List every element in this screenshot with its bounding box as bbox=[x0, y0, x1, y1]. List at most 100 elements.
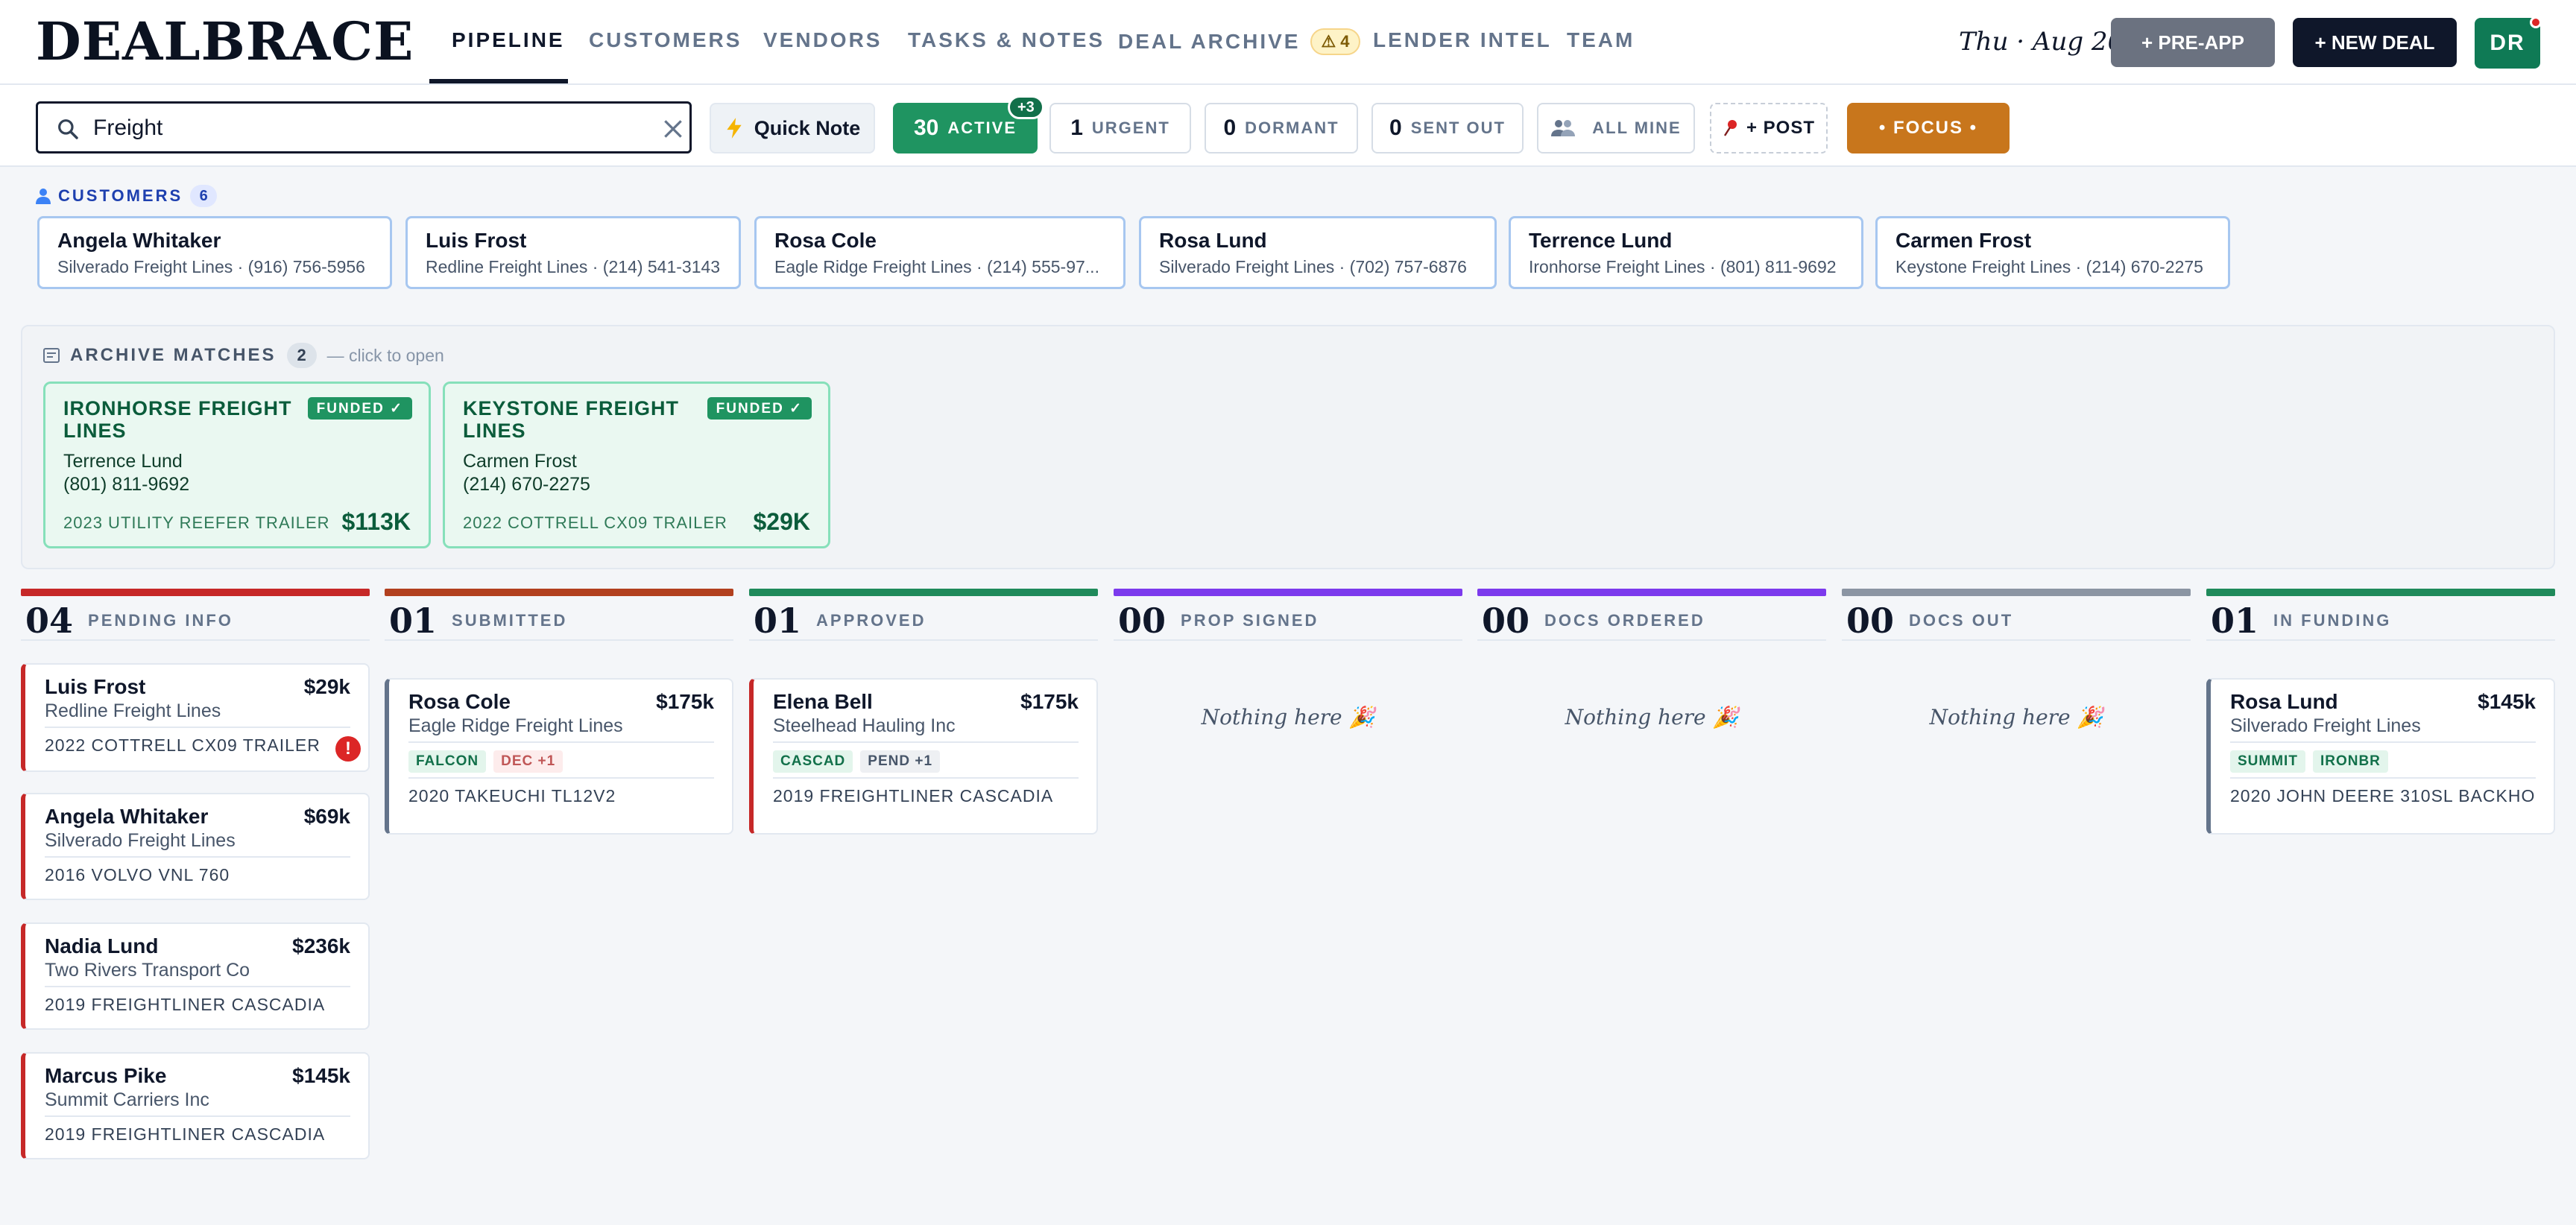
deal-card[interactable]: Rosa Lund $145k Silverado Freight Lines S… bbox=[2206, 678, 2555, 835]
column-header: 00 DOCS OUT bbox=[1842, 596, 2191, 641]
column-color-bar bbox=[21, 589, 370, 596]
deal-card[interactable]: Luis Frost $29k Redline Freight Lines 202… bbox=[21, 663, 370, 772]
search-box[interactable] bbox=[36, 101, 692, 153]
deal-company: Steelhead Hauling Inc bbox=[773, 715, 956, 736]
customer-details: Silverado Freight Lines · (916) 756-5956 bbox=[57, 257, 365, 276]
column-name: IN FUNDING bbox=[2273, 611, 2392, 630]
lender-tag: FALCON bbox=[408, 750, 487, 773]
active-count: 30 bbox=[913, 115, 939, 140]
customer-details: Silverado Freight Lines · (702) 757-6876 bbox=[1159, 257, 1467, 276]
column-in-funding: 01 IN FUNDING Rosa Lund $145k Silverado F… bbox=[2206, 589, 2555, 835]
deal-name: Rosa Lund bbox=[2230, 690, 2338, 713]
deal-card[interactable]: Angela Whitaker $69k Silverado Freight Li… bbox=[21, 793, 370, 900]
nav-lender-intel[interactable]: LENDER INTEL bbox=[1373, 28, 1552, 51]
archive-card[interactable]: IRONHORSE FREIGHT LINES FUNDED ✓ Terrenc… bbox=[43, 382, 431, 548]
archive-phone: (801) 811-9692 bbox=[63, 474, 190, 495]
post-label: + POST bbox=[1746, 118, 1816, 138]
customers-header: CUSTOMERS 6 bbox=[36, 185, 218, 207]
column-name: PENDING INFO bbox=[88, 611, 233, 630]
column-approved: 01 APPROVED Elena Bell $175k Steelhead Ha… bbox=[749, 589, 1098, 835]
column-name: PROP SIGNED bbox=[1181, 611, 1319, 630]
lender-tag: SUMMIT bbox=[2230, 750, 2305, 773]
archive-equipment: 2023 UTILITY REEFER TRAILER bbox=[63, 513, 330, 532]
new-deal-button[interactable]: + NEW DEAL bbox=[2293, 18, 2457, 67]
nav-tasks-notes[interactable]: TASKS & NOTES bbox=[908, 28, 1105, 51]
nav-deal-archive-label: DEAL ARCHIVE bbox=[1118, 30, 1301, 53]
deal-name: Rosa Cole bbox=[408, 690, 511, 713]
urgent-label: URGENT bbox=[1091, 118, 1170, 137]
pre-app-button[interactable]: + PRE-APP bbox=[2111, 18, 2275, 67]
filter-all-mine[interactable]: ALL MINE bbox=[1537, 103, 1695, 153]
alert-icon[interactable]: ! bbox=[335, 736, 361, 762]
customer-card[interactable]: Angela Whitaker Silverado Freight Lines … bbox=[37, 216, 392, 289]
divider bbox=[2230, 777, 2536, 779]
archive-count: 2 bbox=[286, 343, 317, 368]
deal-equipment: 2019 FREIGHTLINER CASCADIA bbox=[45, 1124, 326, 1144]
deal-card[interactable]: Rosa Cole $175k Eagle Ridge Freight Lines… bbox=[385, 678, 733, 835]
user-avatar[interactable]: DR bbox=[2475, 18, 2540, 69]
customer-card[interactable]: Carmen Frost Keystone Freight Lines · (2… bbox=[1875, 216, 2230, 289]
deal-equipment: 2020 TAKEUCHI TL12V2 bbox=[408, 786, 616, 805]
nav-customers[interactable]: CUSTOMERS bbox=[589, 28, 742, 51]
divider bbox=[408, 777, 714, 779]
nav-pipeline[interactable]: PIPELINE bbox=[452, 28, 565, 51]
deal-company: Summit Carriers Inc bbox=[45, 1089, 209, 1110]
customer-card[interactable]: Rosa Cole Eagle Ridge Freight Lines · (2… bbox=[754, 216, 1126, 289]
pushpin-icon bbox=[1723, 120, 1737, 136]
deal-amount: $175k bbox=[656, 690, 714, 713]
customer-card[interactable]: Terrence Lund Ironhorse Freight Lines · … bbox=[1509, 216, 1863, 289]
deal-equipment: 2019 FREIGHTLINER CASCADIA bbox=[45, 995, 326, 1014]
lender-tag: CASCAD bbox=[773, 750, 853, 773]
column-count: 04 bbox=[25, 601, 74, 641]
deal-name: Marcus Pike bbox=[45, 1064, 167, 1087]
deal-company: Redline Freight Lines bbox=[45, 700, 221, 721]
customer-details: Eagle Ridge Freight Lines · (214) 555-97… bbox=[774, 257, 1099, 276]
lender-tag: IRONBR bbox=[2312, 750, 2388, 773]
lender-tags: SUMMIT IRONBR bbox=[2230, 750, 2536, 773]
filter-dormant[interactable]: 0 DORMANT bbox=[1205, 103, 1358, 153]
customer-card[interactable]: Luis Frost Redline Freight Lines · (214)… bbox=[405, 216, 741, 289]
customer-name: Rosa Lund bbox=[1159, 229, 1267, 252]
nav-vendors[interactable]: VENDORS bbox=[763, 28, 883, 51]
nav-team[interactable]: TEAM bbox=[1567, 28, 1635, 51]
sent-label: SENT OUT bbox=[1410, 118, 1506, 137]
archive-contact: Carmen Frost bbox=[463, 451, 577, 472]
quick-note-button[interactable]: Quick Note bbox=[710, 103, 875, 153]
filter-sent-out[interactable]: 0 SENT OUT bbox=[1371, 103, 1524, 153]
column-submitted: 01 SUBMITTED Rosa Cole $175k Eagle Ridge … bbox=[385, 589, 733, 835]
deal-amount: $29k bbox=[303, 675, 350, 698]
filter-urgent[interactable]: 1 URGENT bbox=[1049, 103, 1191, 153]
lender-tag: PEND +1 bbox=[860, 750, 941, 773]
filter-active[interactable]: 30 ACTIVE bbox=[893, 103, 1038, 153]
post-button[interactable]: + POST bbox=[1710, 103, 1828, 153]
person-icon bbox=[36, 189, 51, 204]
divider bbox=[45, 727, 350, 728]
lender-tags: CASCAD PEND +1 bbox=[773, 750, 1079, 773]
customer-details: Keystone Freight Lines · (214) 670-2275 bbox=[1895, 257, 2203, 276]
deal-card[interactable]: Marcus Pike $145k Summit Carriers Inc 201… bbox=[21, 1052, 370, 1159]
deal-equipment: 2022 COTTRELL CX09 TRAILER bbox=[45, 735, 321, 755]
focus-button[interactable]: • FOCUS • bbox=[1847, 103, 2010, 153]
lightning-icon bbox=[727, 118, 742, 139]
column-color-bar bbox=[1842, 589, 2191, 596]
deal-amount: $69k bbox=[303, 805, 350, 828]
lender-tags: FALCON DEC +1 bbox=[408, 750, 714, 773]
app-logo[interactable]: DEALBRACE bbox=[36, 10, 414, 72]
column-docs-out: 00 DOCS OUT Nothing here 🎉 bbox=[1842, 589, 2191, 729]
urgent-count: 1 bbox=[1070, 115, 1083, 140]
divider bbox=[773, 741, 1079, 743]
search-input[interactable] bbox=[93, 111, 615, 145]
deal-card[interactable]: Nadia Lund $236k Two Rivers Transport Co … bbox=[21, 922, 370, 1030]
archive-card[interactable]: KEYSTONE FREIGHT LINES FUNDED ✓ Carmen F… bbox=[443, 382, 830, 548]
column-color-bar bbox=[1114, 589, 1462, 596]
empty-state: Nothing here 🎉 bbox=[1929, 705, 2103, 729]
archive-phone: (214) 670-2275 bbox=[463, 474, 590, 495]
divider bbox=[45, 856, 350, 858]
customer-card[interactable]: Rosa Lund Silverado Freight Lines · (702… bbox=[1139, 216, 1497, 289]
empty-state: Nothing here 🎉 bbox=[1565, 705, 1739, 729]
archive-header: ARCHIVE MATCHES 2 — click to open bbox=[43, 343, 444, 368]
archive-amount: $29K bbox=[753, 508, 811, 535]
clear-search-icon[interactable] bbox=[661, 117, 685, 141]
deal-card[interactable]: Elena Bell $175k Steelhead Hauling Inc CA… bbox=[749, 678, 1098, 835]
nav-deal-archive[interactable]: DEAL ARCHIVE ⚠ 4 bbox=[1118, 28, 1360, 55]
